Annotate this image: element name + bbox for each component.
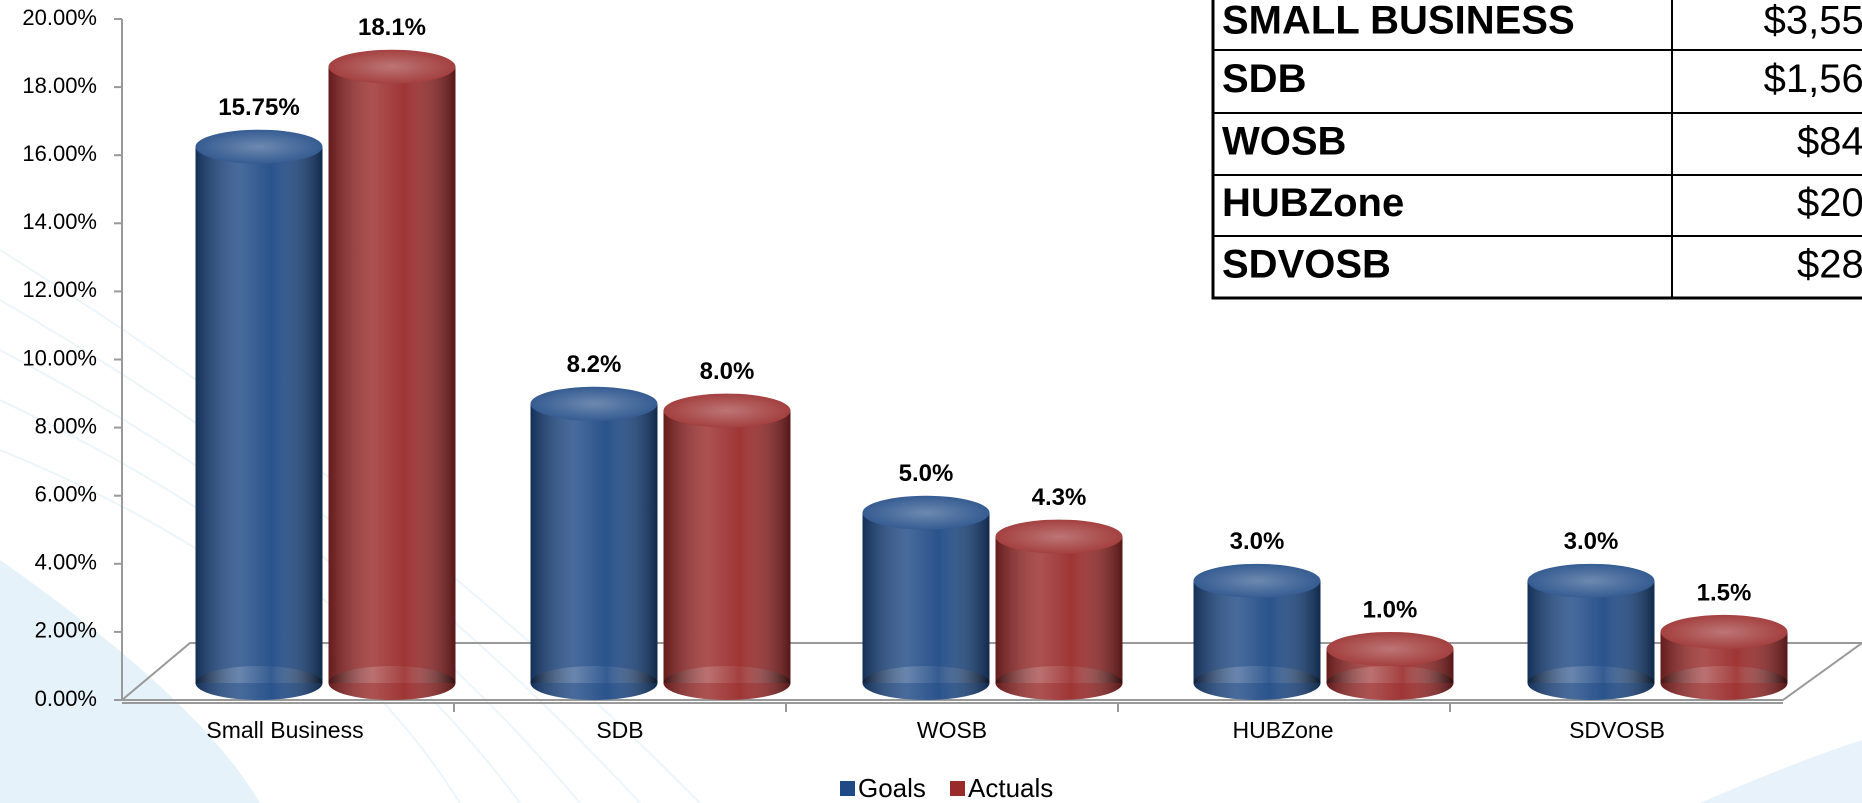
cylinder-base-shade: [995, 666, 1123, 700]
x-tick-label: SDVOSB: [1569, 717, 1665, 743]
table-cell: SDB: [1222, 57, 1306, 101]
table-cell: SMALL BUSINESS: [1222, 0, 1575, 43]
y-tick-label: 6.00%: [35, 482, 97, 507]
cylinder-top-shade: [1527, 563, 1655, 598]
cylinder: [530, 386, 658, 700]
y-tick-label: 4.00%: [35, 550, 97, 575]
cylinder-base-shade: [195, 666, 323, 700]
y-tick-label: 20.00%: [22, 5, 97, 30]
cylinder: [1660, 614, 1788, 700]
cylinder: [1193, 563, 1321, 700]
legend-label: Goals: [858, 773, 926, 803]
table-cell: $200: [1797, 181, 1862, 225]
y-tick-label: 18.00%: [22, 73, 97, 98]
y-tick-label: 14.00%: [22, 209, 97, 234]
value-label: 1.0%: [1363, 596, 1418, 623]
cylinder-top-shade: [328, 49, 456, 84]
cylinder-top-shade: [663, 393, 791, 428]
cylinder-shade: [195, 146, 323, 683]
table-cell: $1,565: [1764, 57, 1862, 101]
cylinder: [663, 393, 791, 700]
value-label: 3.0%: [1564, 528, 1619, 555]
cylinder-top-shade: [995, 519, 1123, 554]
table-cell: SDVOSB: [1222, 243, 1391, 287]
table-cell: HUBZone: [1222, 181, 1404, 225]
background-swoosh: [0, 249, 1862, 803]
value-label: 3.0%: [1230, 528, 1285, 555]
cylinder-shade: [328, 66, 456, 683]
y-tick-label: 8.00%: [35, 413, 97, 438]
value-label: 5.0%: [899, 460, 954, 487]
cylinder-top-shade: [1326, 631, 1454, 666]
cylinder: [1326, 631, 1454, 700]
cylinder-base-shade: [1326, 666, 1454, 700]
cylinder-top-shade: [862, 495, 990, 530]
cylinder-shade: [1527, 580, 1655, 683]
cylinder-base-shade: [530, 666, 658, 700]
cylinder-shade: [862, 512, 990, 683]
table-cell: $3,553: [1764, 0, 1862, 43]
legend-swatch: [950, 781, 965, 796]
cylinder-base-shade: [1193, 666, 1321, 700]
value-label: 1.5%: [1697, 579, 1752, 606]
cylinder-base-shade: [862, 666, 990, 700]
cylinder: [195, 129, 323, 700]
cylinder: [995, 519, 1123, 700]
cylinder-shade: [530, 403, 658, 683]
x-tick-label: SDB: [596, 717, 643, 743]
value-label: 4.3%: [1032, 484, 1087, 511]
value-label: 8.0%: [700, 358, 755, 385]
cylinder-top-shade: [1660, 614, 1788, 649]
cylinder: [862, 495, 990, 700]
x-tick-label: WOSB: [917, 717, 987, 743]
y-tick-label: 2.00%: [35, 618, 97, 643]
cylinder-base-shade: [328, 666, 456, 700]
value-label: 15.75%: [218, 94, 299, 121]
cylinder-top-shade: [1193, 563, 1321, 598]
cylinder-shade: [663, 410, 791, 683]
cylinder-top-shade: [530, 386, 658, 421]
y-tick-label: 0.00%: [35, 686, 97, 711]
cylinder-base-shade: [1527, 666, 1655, 700]
x-tick-label: HUBZone: [1233, 717, 1334, 743]
value-label: 18.1%: [358, 14, 426, 41]
table-cell: $842: [1797, 120, 1862, 164]
legend-label: Actuals: [968, 773, 1053, 803]
cylinder-base-shade: [1660, 666, 1788, 700]
y-tick-label: 12.00%: [22, 277, 97, 302]
cylinder-top-shade: [195, 129, 323, 164]
cylinder-shade: [1193, 580, 1321, 683]
x-tick-label: Small Business: [206, 717, 363, 743]
cylinder-base-shade: [663, 666, 791, 700]
cylinder-shade: [995, 536, 1123, 683]
value-label: 8.2%: [567, 351, 622, 378]
cylinder: [328, 49, 456, 700]
cylinder: [1527, 563, 1655, 700]
table-cell: WOSB: [1222, 120, 1346, 164]
y-tick-label: 10.00%: [22, 345, 97, 370]
table: SMALL BUSINESS $3,553 SDB $1,565 WOSB $842 HUB…: [1211, 0, 1862, 300]
legend-swatch: [840, 781, 855, 796]
table-cell: $288: [1797, 243, 1862, 287]
y-tick-label: 16.00%: [22, 141, 97, 166]
